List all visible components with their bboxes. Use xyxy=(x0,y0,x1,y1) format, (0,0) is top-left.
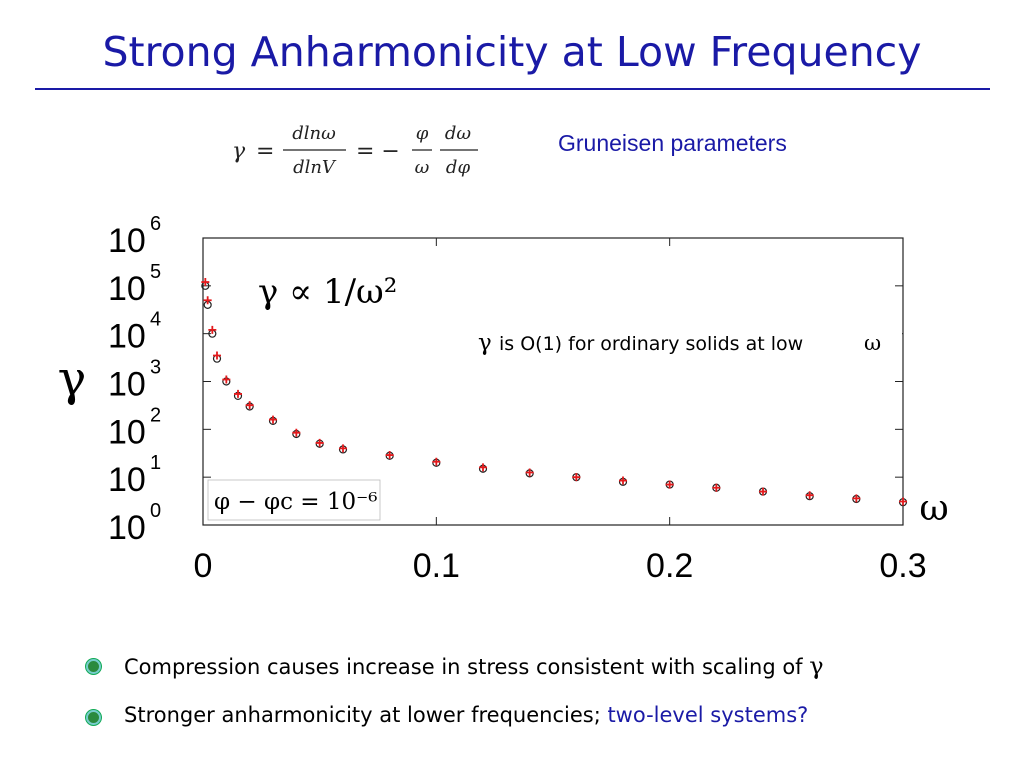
ordinary-annotation-bg xyxy=(476,327,902,357)
eq-equals-1: = xyxy=(256,139,274,164)
data-point xyxy=(712,483,721,492)
bullet-1-text: Compression causes increase in stress co… xyxy=(124,652,824,680)
data-point xyxy=(525,468,534,477)
eq-num-2b: dω xyxy=(445,123,472,144)
eq-den-2b: dφ xyxy=(446,157,471,178)
series-plus xyxy=(201,278,907,506)
x-tick-label: 0.1 xyxy=(413,547,460,585)
y-tick-label: 10 xyxy=(108,318,146,356)
plot-frame xyxy=(202,237,904,526)
eq-num-2a: φ xyxy=(416,123,429,144)
data-point xyxy=(805,491,814,500)
bullet-1-label: Compression causes increase in stress co… xyxy=(124,655,803,679)
page-title: Strong Anharmonicity at Low Frequency xyxy=(102,28,922,76)
data-point xyxy=(201,278,210,287)
y-tick-exponent: 2 xyxy=(150,404,161,426)
eq-num-1: dlnω xyxy=(292,123,336,144)
series-layer xyxy=(201,278,908,507)
bullet-1-icon xyxy=(86,659,101,674)
ordinary-gamma-symbol: γ xyxy=(478,330,492,356)
data-point xyxy=(208,325,217,334)
y-tick-exponent: 4 xyxy=(150,309,161,331)
data-point xyxy=(899,497,907,506)
data-point xyxy=(339,444,347,453)
data-point xyxy=(213,351,221,360)
data-point xyxy=(619,476,627,485)
data-point xyxy=(203,296,212,305)
x-tick-labels: 0 0.1 0.2 0.3 xyxy=(194,547,927,585)
bullet-2-label: Stronger anharmonicity at lower frequenc… xyxy=(124,703,608,727)
gruneisen-label: Gruneisen parameters xyxy=(558,130,787,156)
x-axis-label: ω xyxy=(919,488,948,529)
y-tick-label: 10 xyxy=(108,413,146,451)
data-point xyxy=(269,415,277,424)
y-tick-exponent: 6 xyxy=(150,213,161,235)
data-point xyxy=(292,428,301,437)
title-divider xyxy=(35,88,990,90)
ordinary-omega-symbol: ω xyxy=(864,331,881,355)
data-point xyxy=(315,438,324,447)
eq-den-2a: ω xyxy=(415,157,430,178)
y-tick-exponent: 0 xyxy=(150,500,161,522)
x-tick-label: 0.3 xyxy=(879,547,926,585)
x-tick-label: 0 xyxy=(194,547,213,585)
y-tick-label: 10 xyxy=(108,509,146,547)
bullet-2-text: Stronger anharmonicity at lower frequenc… xyxy=(124,703,808,727)
bullet-2-highlight: two-level systems? xyxy=(607,703,809,727)
bullet-2-icon xyxy=(86,710,101,725)
y-tick-exponent: 5 xyxy=(150,261,161,283)
y-tick-label: 10 xyxy=(108,461,146,499)
data-point xyxy=(245,401,254,410)
y-tick-label: 10 xyxy=(108,222,146,260)
bullet-1-gamma-symbol: γ xyxy=(809,652,824,680)
data-point xyxy=(479,463,487,472)
y-tick-label: 10 xyxy=(108,366,146,404)
data-point xyxy=(385,451,394,460)
y-axis-label: γ xyxy=(58,351,87,407)
y-tick-exponent: 1 xyxy=(150,452,161,474)
condition-box xyxy=(207,479,381,521)
data-point xyxy=(222,375,231,384)
gruneisen-equation: γ = dlnω dlnV = − φ ω dω dφ xyxy=(232,123,478,178)
data-point xyxy=(432,457,441,466)
data-point xyxy=(852,494,861,503)
condition-annotation: φ − φc = 10⁻⁶ xyxy=(214,489,378,515)
data-point xyxy=(572,473,581,482)
y-tick-exponent: 3 xyxy=(150,357,161,379)
ordinary-annotation-text: is O(1) for ordinary solids at low xyxy=(499,333,803,355)
data-point xyxy=(234,389,242,398)
x-tick-label: 0.2 xyxy=(646,547,693,585)
eq-gamma: γ xyxy=(232,139,246,164)
scaling-annotation: γ ∝ 1/ω² xyxy=(258,272,397,312)
eq-den-1: dlnV xyxy=(293,157,337,178)
eq-equals-2: = − xyxy=(356,139,400,164)
data-point xyxy=(665,480,674,489)
y-tick-label: 10 xyxy=(108,270,146,308)
data-point xyxy=(759,487,767,496)
